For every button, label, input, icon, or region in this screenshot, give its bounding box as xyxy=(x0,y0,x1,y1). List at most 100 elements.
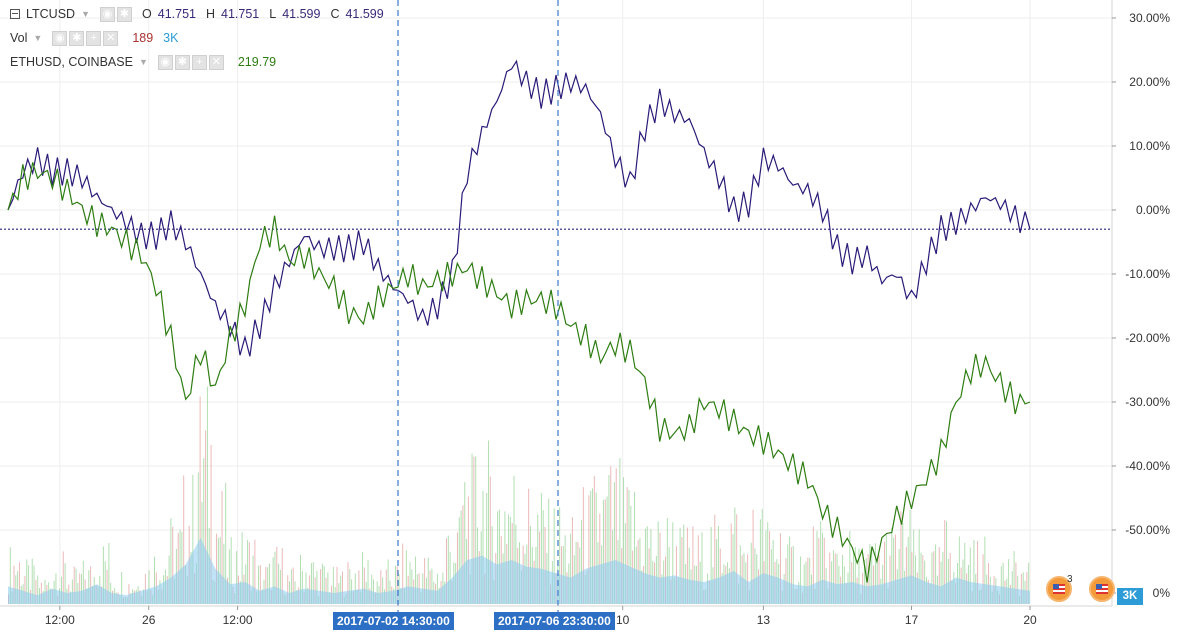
volume-bar xyxy=(411,569,413,604)
volume-bar xyxy=(666,517,668,604)
volume-bar xyxy=(816,530,818,604)
volume-controls[interactable]: ◉ ✱ + ✕ xyxy=(52,30,119,46)
volume-bar xyxy=(248,542,250,604)
volume-bar xyxy=(487,440,489,604)
volume-bar xyxy=(657,521,659,604)
volume-bar xyxy=(803,564,805,604)
chevron-down-icon[interactable]: ▼ xyxy=(33,33,43,43)
chevron-down-icon[interactable]: ▼ xyxy=(138,57,148,67)
y-axis[interactable]: 30.00% 20.00% 10.00% 0.00% -10.00% -20.00% -30… xyxy=(1111,0,1170,606)
volume-bar xyxy=(268,563,270,604)
volume-bar xyxy=(79,573,81,604)
volume-bar xyxy=(300,554,302,604)
volume-bar xyxy=(179,529,181,604)
volume-bar xyxy=(362,551,364,604)
volume-bar xyxy=(688,547,690,604)
gear-icon[interactable]: ✱ xyxy=(174,54,190,70)
gear-icon[interactable]: ✱ xyxy=(117,6,133,22)
volume-bar xyxy=(800,556,802,604)
plus-icon[interactable]: + xyxy=(191,54,207,70)
volume-bar xyxy=(376,581,378,604)
volume-bar xyxy=(332,566,334,604)
volume-bar xyxy=(918,529,920,604)
legend-compare[interactable]: ETHUSD, COINBASE ▼ ◉ ✱ + ✕ 219.79 xyxy=(10,53,276,71)
us-flag-event-icon[interactable] xyxy=(1046,576,1072,602)
volume-bar xyxy=(431,568,433,604)
y-tick-label: 0.00% xyxy=(1136,203,1170,217)
volume-bar xyxy=(247,539,249,604)
volume-bar xyxy=(467,496,469,604)
volume-bar xyxy=(701,532,703,604)
volume-bar xyxy=(497,511,499,604)
chevron-down-icon[interactable]: ▼ xyxy=(81,9,91,19)
volume-bar xyxy=(380,570,382,604)
volume-bar xyxy=(874,543,876,604)
volume-bar xyxy=(358,570,360,604)
volume-bar xyxy=(623,477,625,604)
volume-bar xyxy=(305,572,307,604)
eye-icon[interactable]: ◉ xyxy=(100,6,116,22)
compare-controls[interactable]: ◉ ✱ + ✕ xyxy=(157,54,224,70)
volume-bar xyxy=(537,514,539,604)
volume-bar xyxy=(863,559,865,604)
volume-bar xyxy=(183,475,185,604)
volume-bar xyxy=(739,545,741,604)
volume-label[interactable]: Vol xyxy=(10,31,28,45)
legend-main[interactable]: LTCUSD ▼ ◉ ✱ O 41.751 H 41.751 L 41.599 … xyxy=(10,5,384,23)
x-tick-label: 12:00 xyxy=(45,613,75,627)
volume-bar xyxy=(900,511,902,604)
gear-icon[interactable]: ✱ xyxy=(69,30,85,46)
eye-icon[interactable]: ◉ xyxy=(52,30,68,46)
volume-bar xyxy=(429,570,431,604)
series-controls[interactable]: ◉ ✱ xyxy=(100,6,133,22)
volume-bar xyxy=(482,491,484,604)
legend-volume[interactable]: Vol ▼ ◉ ✱ + ✕ 189 3K xyxy=(10,29,178,47)
volume-bar xyxy=(869,544,871,604)
volume-bar xyxy=(873,565,875,604)
volume-bar xyxy=(424,558,426,604)
x-tick-label: 10 xyxy=(616,613,630,627)
main-symbol[interactable]: LTCUSD xyxy=(26,7,76,21)
plus-icon[interactable]: + xyxy=(86,30,102,46)
x-axis[interactable]: 12:00 26 12:00 10 13 17 20 xyxy=(0,605,1112,627)
us-flag-event-icon[interactable] xyxy=(1089,576,1115,602)
y-tick-label: -40.00% xyxy=(1125,459,1170,473)
open-key: O xyxy=(142,7,152,21)
volume-bar xyxy=(486,492,488,604)
collapse-legend-icon[interactable] xyxy=(10,9,20,19)
volume-bar xyxy=(1000,566,1002,604)
volume-bar xyxy=(489,476,491,604)
eye-icon[interactable]: ◉ xyxy=(157,54,173,70)
volume-bar xyxy=(933,551,935,604)
volume-bar xyxy=(340,575,342,604)
compare-symbol[interactable]: ETHUSD, COINBASE xyxy=(10,55,133,69)
volume-bar xyxy=(714,514,716,604)
grid xyxy=(0,0,1112,606)
volume-bar xyxy=(958,536,960,604)
volume-bar xyxy=(564,535,566,604)
volume-bar xyxy=(885,534,887,604)
volume-bar xyxy=(599,513,601,604)
volume-bar xyxy=(747,554,749,604)
volume-bar xyxy=(1026,571,1028,604)
volume-bar xyxy=(889,555,891,604)
volume-bar xyxy=(44,579,46,604)
volume-bar xyxy=(595,492,597,604)
volume-bar xyxy=(719,548,721,604)
volume-bar xyxy=(40,582,42,604)
volume-bar xyxy=(341,571,343,604)
volume-bar xyxy=(447,535,449,604)
close-icon[interactable]: ✕ xyxy=(208,54,224,70)
close-icon[interactable]: ✕ xyxy=(103,30,119,46)
volume-bar xyxy=(716,539,718,604)
volume-bar xyxy=(321,563,323,604)
volume-bar xyxy=(944,520,946,604)
volume-bar xyxy=(858,548,860,604)
volume-bar xyxy=(686,527,688,604)
volume-bar xyxy=(320,569,322,604)
volume-bar xyxy=(177,532,179,604)
volume-bar xyxy=(544,526,546,604)
volume-bar xyxy=(402,543,404,604)
